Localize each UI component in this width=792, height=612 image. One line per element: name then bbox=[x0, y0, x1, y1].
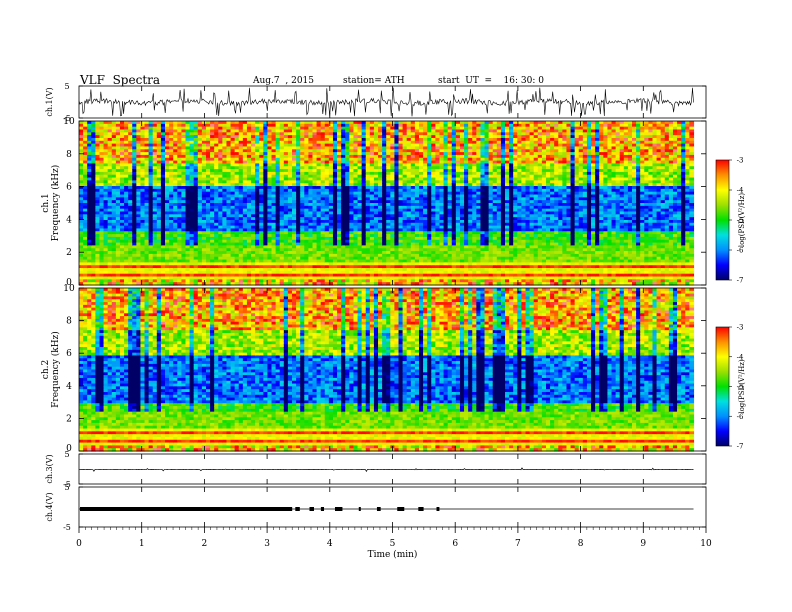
ch3-waveform-panel: 5-5ch.3(V) bbox=[45, 450, 707, 489]
date-label: Aug.7 , 2015 bbox=[253, 76, 314, 86]
ch1-waveform-trace bbox=[78, 87, 694, 117]
x-axis-tick-label: 5 bbox=[390, 539, 396, 549]
ch1-spectrogram-colorbar-tick-label: -7 bbox=[737, 277, 744, 285]
ch4-burst bbox=[376, 507, 381, 511]
ch4-burst bbox=[397, 507, 405, 511]
ch4-burst bbox=[436, 507, 440, 511]
plot-title: VLF Spectra bbox=[80, 73, 161, 87]
ch2-spectrogram-colorbar-tick-label: -6 bbox=[737, 413, 744, 421]
x-axis-tick-label: 0 bbox=[76, 539, 82, 549]
ch1-waveform-ytick-label: -5 bbox=[63, 114, 71, 123]
ch4-burst bbox=[80, 507, 293, 511]
x-axis-tick-label: 10 bbox=[700, 539, 712, 549]
ch2-spectrogram-ylabel: Frequency (kHz) bbox=[50, 331, 61, 408]
ch1-spectrogram-ylabel: Frequency (kHz) bbox=[50, 165, 61, 242]
ch1-spectrogram-colorbar-tick-label: -3 bbox=[737, 157, 744, 165]
ch1-spectrogram-ytick-label: 0 bbox=[66, 278, 72, 288]
ch4-burst bbox=[358, 507, 361, 511]
ch2-spectrogram-colorbar-label: log(PSD(V²/Hz) bbox=[738, 359, 746, 414]
ch4-waveform-ylabel: ch.4(V) bbox=[45, 492, 54, 521]
ch1-spectrogram-colorbar-tick-label: -6 bbox=[737, 247, 744, 255]
ch1-waveform-panel: 5 -5 ch.1(V) bbox=[45, 82, 707, 123]
ch4-burst bbox=[418, 507, 424, 511]
x-axis-tick-label: 9 bbox=[640, 539, 646, 549]
x-axis-tick-label: 7 bbox=[515, 539, 521, 549]
ch2-spectrogram-colorbar-tick-label: -7 bbox=[737, 443, 744, 451]
ch4-burst bbox=[295, 507, 300, 511]
ch1-spectrogram-colorbar bbox=[715, 159, 730, 281]
ch1-spectrogram-colorbar-label: log(PSD(V²/Hz) bbox=[738, 193, 746, 248]
ch1-spectrogram-ytick-label: 8 bbox=[66, 150, 72, 160]
x-axis-tick-label: 8 bbox=[578, 539, 584, 549]
ch4-burst bbox=[309, 507, 314, 511]
station-label: station= ATH bbox=[343, 76, 405, 86]
ch1-spectrogram-ytick-label: 10 bbox=[63, 117, 75, 127]
ch4-burst bbox=[320, 507, 325, 511]
ch2-spectrogram-image bbox=[79, 288, 695, 452]
ch2-spectrogram-colorbar-tick-label: -3 bbox=[737, 324, 744, 332]
ch2-spectrogram-colorbar bbox=[715, 326, 730, 447]
ch2-spectrogram-colorbar-tick-label: -5 bbox=[737, 383, 744, 391]
x-axis-tick-label: 4 bbox=[327, 539, 333, 549]
x-axis-tick-label: 3 bbox=[264, 539, 270, 549]
ch1-waveform-ytick-label: 5 bbox=[64, 82, 69, 91]
ch3-waveform-ytick-label: -5 bbox=[63, 480, 71, 489]
ch3-waveform-ylabel: ch.3(V) bbox=[45, 454, 54, 483]
ch1-spectrogram-colorbar-tick-label: -5 bbox=[737, 217, 744, 225]
ch4-waveform-ytick-label: 5 bbox=[64, 483, 69, 492]
ch2-spectrogram-ytick-label: 2 bbox=[66, 414, 72, 424]
ch4-waveform-ytick-label: -5 bbox=[63, 523, 71, 532]
ch3-waveform-ytick-label: 5 bbox=[64, 450, 69, 459]
ch4-burst bbox=[334, 507, 343, 511]
ch1-spectrogram-image bbox=[79, 121, 695, 286]
ch2-spectrogram-ytick-label: 8 bbox=[66, 317, 72, 327]
ch1-waveform-ylabel: ch.1(V) bbox=[45, 87, 54, 116]
x-axis-tick-label: 6 bbox=[452, 539, 458, 549]
ch1-spectrogram-ytick-label: 6 bbox=[66, 183, 72, 193]
x-axis-tick-label: 2 bbox=[202, 539, 208, 549]
ch1-spectrogram-ylabel: ch.1 bbox=[41, 193, 51, 212]
ch1-spectrogram-ytick-label: 2 bbox=[66, 248, 72, 258]
x-axis-tick-label: 1 bbox=[139, 539, 145, 549]
ch1-spectrogram-colorbar-tick-label: -4 bbox=[737, 187, 744, 195]
ch2-spectrogram-ytick-label: 4 bbox=[66, 382, 72, 392]
ch1-spectrogram-panel: 0 2 4 6 8 10 ch.1 Frequency (kHz) -3 -4 -5 -6 -7 log(… bbox=[41, 117, 746, 288]
ch2-spectrogram-ytick-label: 10 bbox=[63, 284, 75, 294]
start-time-label: start UT = 16: 30: 0 bbox=[438, 76, 544, 86]
ch2-spectrogram-colorbar-tick-label: -4 bbox=[737, 353, 744, 361]
x-axis-label: Time (min) bbox=[368, 549, 418, 560]
ch4-waveform-panel: 5-5ch.4(V) bbox=[45, 483, 707, 532]
ch2-spectrogram-ytick-label: 6 bbox=[66, 349, 72, 359]
ch1-spectrogram-ytick-label: 4 bbox=[66, 215, 72, 225]
ch3-waveform-trace bbox=[79, 467, 694, 473]
ch2-spectrogram-ytick-label: 0 bbox=[66, 444, 72, 454]
ch2-spectrogram-panel: 0 2 4 6 8 10 ch.2 Frequency (kHz) -3 -4 -5 -6 -7 log(… bbox=[41, 284, 746, 454]
ch2-spectrogram-ylabel: ch.2 bbox=[41, 360, 51, 379]
